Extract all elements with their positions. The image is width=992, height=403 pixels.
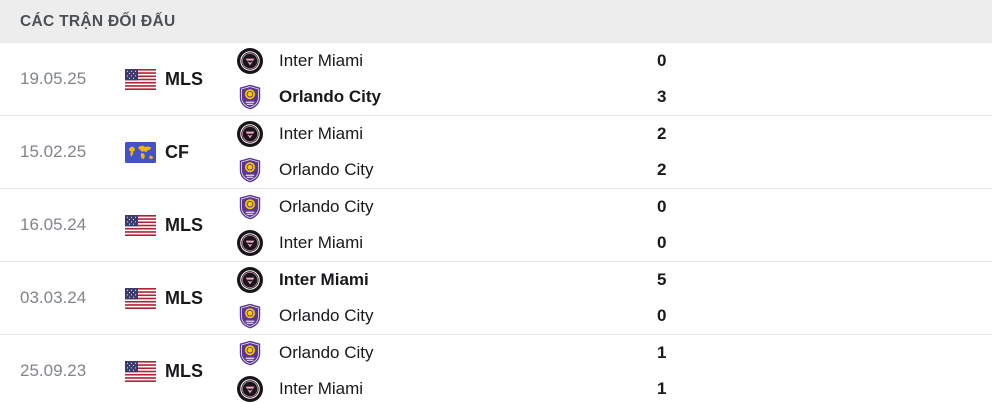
competition: CF xyxy=(125,141,237,163)
competition: MLS xyxy=(125,287,237,309)
competition-label: MLS xyxy=(165,360,203,381)
match-date: 25.09.23 xyxy=(20,361,87,380)
team-name: Orlando City xyxy=(279,343,374,362)
team-score: 3 xyxy=(657,87,667,106)
team-name: Inter Miami xyxy=(279,124,364,143)
match-date: 19.05.25 xyxy=(20,69,87,88)
competition: MLS xyxy=(125,68,237,90)
competition-label: CF xyxy=(165,141,189,162)
team-name: Orlando City xyxy=(279,160,374,179)
team-score: 0 xyxy=(657,233,667,252)
team-line[interactable]: Orlando City 0 xyxy=(237,194,992,220)
orlando-city-logo xyxy=(237,340,263,366)
inter-miami-logo xyxy=(237,376,263,402)
team-name: Inter Miami xyxy=(279,270,369,289)
team-line[interactable]: Inter Miami 2 xyxy=(237,121,992,147)
competition: MLS xyxy=(125,360,237,382)
team-line[interactable]: Orlando City 3 xyxy=(237,84,992,110)
match-date: 15.02.25 xyxy=(20,142,87,161)
team-score: 0 xyxy=(657,197,667,216)
us-flag-icon xyxy=(125,68,156,90)
team-line[interactable]: Orlando City 2 xyxy=(237,157,992,183)
team-score: 2 xyxy=(657,124,667,143)
competition: MLS xyxy=(125,214,237,236)
us-flag-icon xyxy=(125,214,156,236)
teams-column: Orlando City 0 Inter Miami 0 xyxy=(237,194,992,256)
inter-miami-logo xyxy=(237,230,263,256)
team-score: 2 xyxy=(657,160,667,179)
widget-header: CÁC TRẬN ĐỐI ĐẤU xyxy=(0,0,992,43)
teams-column: Inter Miami 0 Orlando City 3 xyxy=(237,48,992,110)
team-name: Orlando City xyxy=(279,306,374,325)
inter-miami-logo xyxy=(237,48,263,74)
match-row[interactable]: 25.09.23 MLS Orlan xyxy=(0,335,992,403)
team-line[interactable]: Orlando City 0 xyxy=(237,303,992,329)
match-row[interactable]: 15.02.25 CF Inter Miami 2 xyxy=(0,116,992,189)
team-line[interactable]: Inter Miami 0 xyxy=(237,230,992,256)
team-name: Inter Miami xyxy=(279,51,364,70)
team-score: 5 xyxy=(657,270,667,289)
team-score: 0 xyxy=(657,51,667,70)
orlando-city-logo xyxy=(237,303,263,329)
match-date: 03.03.24 xyxy=(20,288,87,307)
team-score: 0 xyxy=(657,306,667,325)
team-name: Orlando City xyxy=(279,87,382,106)
team-line[interactable]: Inter Miami 1 xyxy=(237,376,992,402)
us-flag-icon xyxy=(125,360,156,382)
competition-label: MLS xyxy=(165,214,203,235)
team-line[interactable]: Orlando City 1 xyxy=(237,340,992,366)
team-line[interactable]: Inter Miami 0 xyxy=(237,48,992,74)
match-row[interactable]: 03.03.24 MLS xyxy=(0,262,992,335)
team-name: Inter Miami xyxy=(279,233,364,252)
teams-column: Inter Miami 5 Orlando City 0 xyxy=(237,267,992,329)
widget-title: CÁC TRẬN ĐỐI ĐẤU xyxy=(20,12,176,30)
inter-miami-logo xyxy=(237,267,263,293)
team-score: 1 xyxy=(657,343,667,362)
us-flag-icon xyxy=(125,287,156,309)
match-row[interactable]: 16.05.24 MLS Orlan xyxy=(0,189,992,262)
team-name: Inter Miami xyxy=(279,379,364,398)
orlando-city-logo xyxy=(237,84,263,110)
teams-column: Inter Miami 2 Orlando City 2 xyxy=(237,121,992,183)
team-name: Orlando City xyxy=(279,197,374,216)
match-row[interactable]: 19.05.25 MLS xyxy=(0,43,992,116)
orlando-city-logo xyxy=(237,194,263,220)
team-score: 1 xyxy=(657,379,667,398)
inter-miami-logo xyxy=(237,121,263,147)
match-date: 16.05.24 xyxy=(20,215,87,234)
orlando-city-logo xyxy=(237,157,263,183)
teams-column: Orlando City 1 Inter Miami 1 xyxy=(237,340,992,402)
team-line[interactable]: Inter Miami 5 xyxy=(237,267,992,293)
competition-label: MLS xyxy=(165,287,203,308)
competition-label: MLS xyxy=(165,68,203,89)
world-flag-icon xyxy=(125,141,156,163)
